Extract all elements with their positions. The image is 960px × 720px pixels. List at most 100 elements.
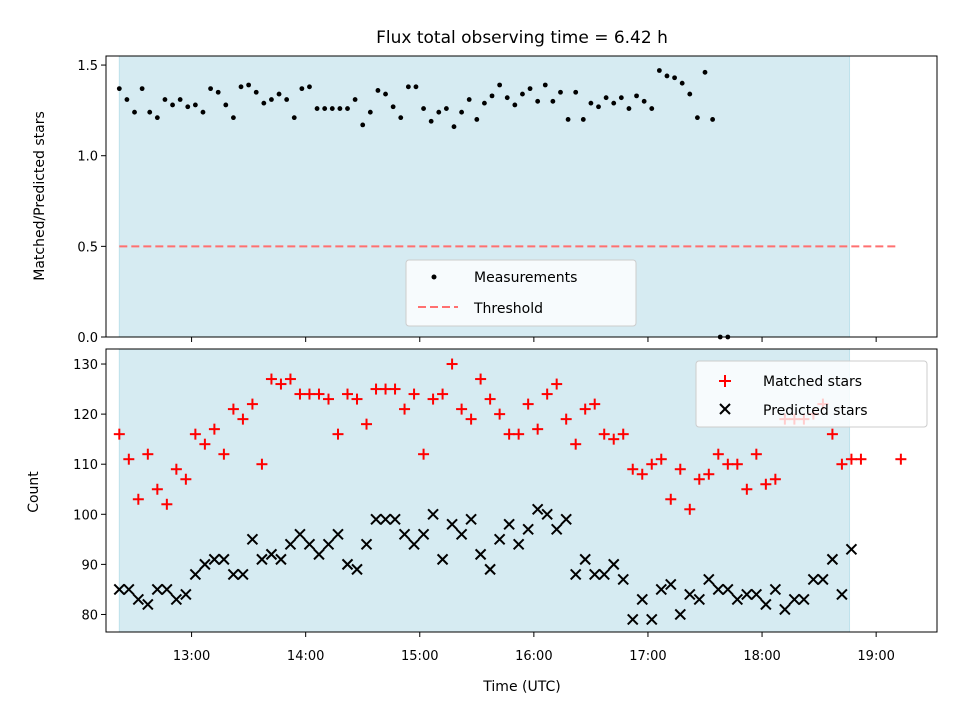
measurement-point [664, 73, 670, 79]
matched-star-point [836, 458, 848, 470]
measurement-point [482, 100, 487, 106]
top-plot-frame [105, 55, 938, 338]
matched-star-point [665, 493, 677, 505]
predicted-legend-label: Predicted stars [763, 403, 868, 419]
matched-star-point [427, 393, 439, 405]
measurement-point [588, 100, 594, 106]
predicted-star-point [741, 588, 753, 601]
measurement-point [238, 84, 244, 90]
matched-star-point [551, 378, 563, 390]
matched-star-point [703, 468, 715, 480]
predicted-star-point [598, 568, 610, 581]
bottom-legend: Matched stars Predicted stars [695, 360, 928, 428]
predicted-star-point [408, 538, 420, 551]
top-y-tick-label: 0.0 [77, 331, 98, 346]
measurement-point [558, 89, 563, 95]
predicted-star-point [665, 578, 677, 591]
predicted-star-point [360, 538, 373, 551]
measurement-point [542, 82, 548, 88]
matched-star-point [199, 438, 211, 450]
matched-star-point [722, 458, 734, 470]
matched-legend-label: Matched stars [763, 374, 862, 390]
predicted-legend-marker [719, 403, 731, 415]
top-legend-box [405, 259, 637, 327]
measurement-point [649, 106, 655, 111]
predicted-star-point [294, 528, 306, 541]
measurement-point [451, 124, 457, 130]
predicted-star-point [693, 593, 706, 606]
predicted-star-point [256, 553, 268, 566]
matched-star-point [294, 388, 306, 400]
predicted-star-point [512, 538, 525, 551]
matched-star-point [513, 428, 525, 440]
measurement-point [185, 104, 191, 110]
matched-star-point [275, 378, 287, 390]
bottom-y-tick-label: 130 [73, 358, 98, 373]
predicted-star-point [636, 593, 648, 606]
predicted-star-point [237, 568, 249, 581]
predicted-star-point [113, 583, 126, 596]
predicted-star-point [123, 583, 135, 596]
measurement-point [390, 104, 396, 110]
measurement-point [527, 86, 533, 92]
top-y-axis: 0.0 0.5 1.0 1.5 [77, 59, 106, 346]
measurement-point [162, 97, 168, 102]
measurement-point [124, 97, 130, 102]
matched-star-point [189, 428, 201, 440]
measurement-point [489, 93, 495, 99]
predicted-star-point [722, 583, 734, 596]
matched-star-point [684, 503, 696, 515]
measurement-point [345, 106, 350, 111]
matched-star-point [769, 473, 781, 485]
measurement-point [466, 97, 472, 102]
measurement-point [596, 104, 601, 110]
bottom-legend-box [695, 360, 928, 428]
measurement-point [634, 93, 639, 99]
measurement-point [200, 109, 206, 115]
measurement-point [246, 82, 252, 88]
measurement-point [284, 97, 290, 102]
matched-star-point [208, 423, 220, 435]
matched-star-point [237, 413, 249, 425]
measurement-point [329, 106, 335, 111]
measurement-point [170, 102, 175, 108]
matched-star-point [322, 393, 334, 405]
bottom-y-tick-label: 90 [81, 558, 98, 573]
matched-star-point [123, 453, 135, 465]
matched-star-point [494, 408, 506, 420]
measurement-point [611, 100, 617, 106]
matched-star-point [598, 428, 610, 440]
predicted-star-point [180, 588, 192, 601]
matched-star-point [170, 463, 182, 475]
predicted-star-point [322, 538, 335, 551]
matched-star-point [465, 413, 477, 425]
matched-star-point [180, 473, 192, 485]
chart-title: Flux total observing time = 6.42 h [376, 28, 668, 48]
matched-star-point [636, 468, 648, 480]
measurement-point [192, 102, 198, 108]
predicted-star-point [218, 553, 230, 566]
matched-star-point [475, 373, 487, 385]
matched-star-point [151, 483, 163, 495]
predicted-star-point [836, 588, 848, 601]
predicted-star-point [132, 593, 145, 606]
matched-star-point [418, 448, 430, 460]
measurement-point [702, 69, 708, 75]
predicted-star-point [284, 538, 297, 551]
predicted-star-point [275, 553, 287, 566]
matched-star-point [712, 448, 724, 460]
predicted-star-point [845, 543, 858, 556]
top-y-tick-label: 1.5 [77, 59, 98, 74]
measurement-point [398, 115, 404, 121]
measurement-point [618, 95, 624, 101]
measurement-point [154, 115, 160, 121]
matched-star-point [503, 428, 515, 440]
matched-star-point [389, 383, 401, 395]
matched-star-point [227, 403, 239, 415]
predicted-star-point [541, 508, 553, 520]
predicted-star-point [151, 583, 164, 596]
matched-star-point [361, 418, 373, 430]
matched-legend-marker [719, 375, 731, 387]
predicted-star-point [627, 613, 639, 626]
